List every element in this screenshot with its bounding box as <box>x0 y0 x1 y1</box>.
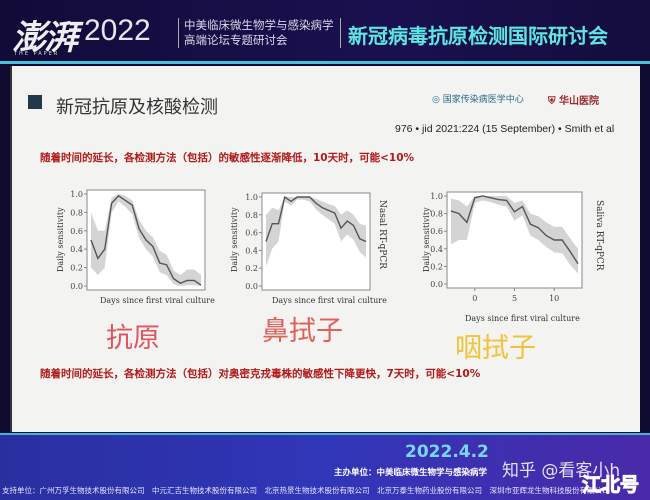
infectious-disease-center-logo: ◎ 国家传染病医学中心 <box>432 95 524 105</box>
chart3-ytick-label: 0.4 <box>430 245 443 254</box>
zhihu-watermark: 知乎 @看客小h <box>502 461 621 481</box>
chart2-ytick-label: 0.0 <box>245 282 258 291</box>
conference-banner <box>0 0 650 62</box>
logo-subtitle: THE PAPER <box>14 51 60 57</box>
chart2-sensitivity-line <box>265 195 367 243</box>
the-paper-logo: 澎湃 <box>12 18 78 58</box>
chart2-ytick-label: 0.2 <box>245 264 258 273</box>
label-throat-swab: 咽拭子 <box>455 333 536 364</box>
chart1-ytick-label: 1.0 <box>70 190 83 199</box>
chart1-ylabel: Daily sensitivity <box>56 207 65 272</box>
chart3-ytick-label: 0.0 <box>430 280 443 289</box>
chart1-sensitivity-line <box>90 194 202 286</box>
chart2-ytick-label: 0.6 <box>245 229 258 238</box>
chart3-right-label: Saliva RT-qPCR <box>594 200 604 271</box>
chart2-xlabel: Days since first viral culture <box>272 296 387 305</box>
chart3-xtick-label: 0 <box>472 294 477 303</box>
chart2-ytick-label: 0.4 <box>245 246 258 255</box>
slide-title: 新冠抗原及核酸检测 <box>56 97 218 118</box>
footer-banner <box>0 433 650 500</box>
chart1-ytick-label: 0.0 <box>70 282 83 291</box>
forum-name: 中美临床微生物学与感染病学 高端论坛专题研讨会 <box>184 18 334 48</box>
chart1-ytick-label: 0.2 <box>70 264 83 273</box>
chart3-sensitivity-line <box>450 195 579 265</box>
note-omicron: 随着时间的延长，各检测方法（包括）对奥密克戎毒株的敏感性下降更快，7天时，可能<… <box>40 368 481 380</box>
chart2-confidence-band <box>266 197 366 267</box>
chart3-ylabel: Daily sensitivity <box>422 207 431 272</box>
chart3-xlabel: Days since first viral culture <box>465 314 580 323</box>
chart2-ytick-label: 0.8 <box>245 211 258 220</box>
host-organizer: 主办单位：中美临床微生物学与感染病学 <box>334 468 488 478</box>
chart1-ytick-label: 0.8 <box>70 208 83 217</box>
label-antigen: 抗原 <box>106 323 160 354</box>
logo2-text: 华山医院 <box>558 96 599 107</box>
chart3-ytick-label: 0.6 <box>430 227 443 236</box>
conference-title: 新冠病毒抗原检测国际研讨会 <box>348 24 608 48</box>
chart1-ytick-label: 0.6 <box>70 227 83 236</box>
chart3-xtick-label: 10 <box>549 294 559 303</box>
label-nasal-swab: 鼻拭子 <box>262 316 343 347</box>
chart2-ylabel: Daily sensitivity <box>230 207 239 272</box>
logo1-text: 国家传染病医学中心 <box>442 95 524 105</box>
forum-line-2: 高端论坛专题研讨会 <box>184 33 288 47</box>
huashan-hospital-logo: ⛨ 华山医院 <box>548 96 599 107</box>
forum-line-1: 中美临床微生物学与感染病学 <box>184 18 334 32</box>
jiangbei-watermark: 江北号 <box>581 474 640 497</box>
citation: 976 • jid 2021:224 (15 September) • Smit… <box>395 123 615 135</box>
chart3-ytick-label: 0.2 <box>430 262 443 271</box>
chart1-xlabel: Days since first viral culture <box>100 296 215 305</box>
event-date: 2022.4.2 <box>405 442 489 462</box>
chart2-right-label: Nasal RT-qPCR <box>377 200 387 269</box>
chart2-ytick-label: 1.0 <box>245 193 258 202</box>
banner-year: 2022 <box>84 14 151 47</box>
chart3-ytick-label: 0.8 <box>430 210 443 219</box>
chart1-ytick-label: 0.4 <box>70 245 83 254</box>
chart3-ytick-label: 1.0 <box>430 192 443 201</box>
note-sensitivity: 随着时间的延长，各检测方法（包括）的敏感性逐渐降低，10天时，可能<10% <box>40 152 415 164</box>
divider <box>178 18 179 48</box>
title-bullet <box>28 95 42 109</box>
divider <box>340 18 341 48</box>
chart3-xtick-label: 5 <box>512 294 517 303</box>
banner-line <box>0 61 650 64</box>
supporters: 支持单位：广州万孚生物技术股份有限公司 中元汇吉生物技术股份有限公司 北京热景生… <box>2 486 610 495</box>
